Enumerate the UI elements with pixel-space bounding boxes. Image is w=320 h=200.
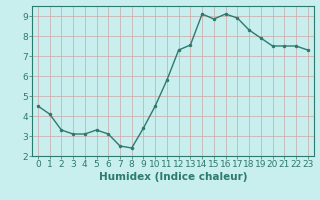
X-axis label: Humidex (Indice chaleur): Humidex (Indice chaleur) — [99, 172, 247, 182]
